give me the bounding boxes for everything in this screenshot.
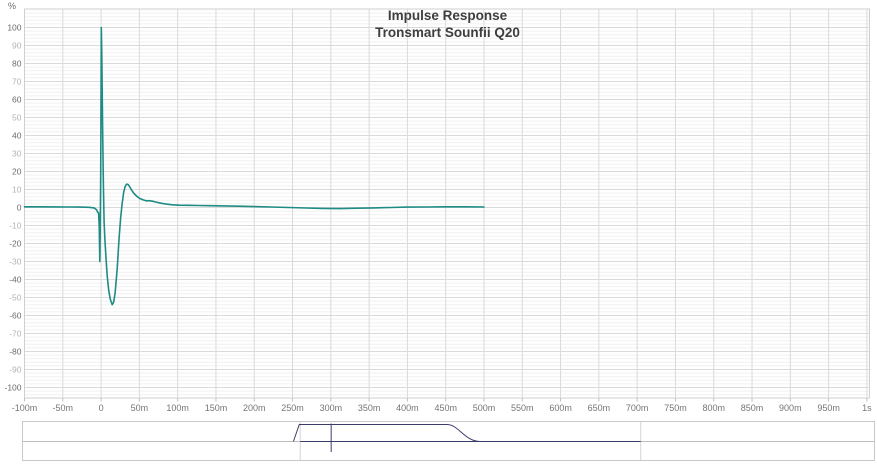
y-tick-label: -20 bbox=[9, 238, 22, 248]
y-tick-label: -70 bbox=[9, 328, 22, 338]
y-tick-label: 90 bbox=[12, 40, 22, 50]
x-tick-label: -50m bbox=[53, 403, 74, 413]
overview-envelope bbox=[292, 424, 482, 442]
x-tick-label: 900m bbox=[779, 403, 802, 413]
x-tick-label: 500m bbox=[473, 403, 496, 413]
y-tick-label: -40 bbox=[9, 274, 22, 284]
y-tick-label: 60 bbox=[12, 94, 22, 104]
y-tick-label: 100 bbox=[7, 22, 21, 32]
x-tick-label: 100m bbox=[166, 403, 189, 413]
y-tick-label: -100 bbox=[4, 382, 21, 392]
y-tick-label: -60 bbox=[9, 310, 22, 320]
gridlines-layer bbox=[24, 9, 870, 398]
y-tick-labels: 1009080706050403020100-10-20-30-40-50-60… bbox=[4, 22, 21, 392]
y-axis-unit-label: % bbox=[8, 1, 17, 11]
x-tick-label: 950m bbox=[817, 403, 840, 413]
x-tick-label: 150m bbox=[205, 403, 228, 413]
axes-layer bbox=[24, 8, 870, 402]
x-tick-label: 0 bbox=[99, 403, 104, 413]
x-tick-label: 400m bbox=[396, 403, 419, 413]
y-tick-label: 10 bbox=[12, 184, 22, 194]
y-tick-label: -80 bbox=[9, 346, 22, 356]
x-tick-label: 700m bbox=[626, 403, 649, 413]
impulse-curve-layer bbox=[23, 26, 485, 306]
y-tick-label: 80 bbox=[12, 58, 22, 68]
x-tick-label: 550m bbox=[511, 403, 534, 413]
plot-border bbox=[24, 8, 870, 399]
x-tick-label: 250m bbox=[281, 403, 304, 413]
y-tick-label: -90 bbox=[9, 364, 22, 374]
y-tick-label: 30 bbox=[12, 148, 22, 158]
x-tick-label: 450m bbox=[434, 403, 457, 413]
x-tick-label: 1s bbox=[862, 403, 872, 413]
y-tick-label: 20 bbox=[12, 166, 22, 176]
y-tick-label: 0 bbox=[17, 202, 22, 212]
x-tick-label: 200m bbox=[243, 403, 266, 413]
y-tick-label: -30 bbox=[9, 256, 22, 266]
x-tick-label: 750m bbox=[664, 403, 687, 413]
y-tick-label: 50 bbox=[12, 112, 22, 122]
x-tick-label: 650m bbox=[588, 403, 611, 413]
y-tick-label: -10 bbox=[9, 220, 22, 230]
overview-strip[interactable] bbox=[22, 421, 875, 461]
y-tick-label: 40 bbox=[12, 130, 22, 140]
x-tick-label: 800m bbox=[702, 403, 725, 413]
x-tick-labels: -100m -50m 0 50m 100m 150m 200m 250m 300m 350m 400… bbox=[12, 403, 872, 413]
y-tick-label: 70 bbox=[12, 76, 22, 86]
x-tick-label: 350m bbox=[358, 403, 381, 413]
impulse-curve bbox=[23, 26, 485, 306]
x-tick-label: 850m bbox=[741, 403, 764, 413]
x-tick-label: -100m bbox=[12, 403, 38, 413]
x-tick-label: 600m bbox=[549, 403, 572, 413]
x-tick-label: 300m bbox=[320, 403, 343, 413]
y-tick-label: -50 bbox=[9, 292, 22, 302]
x-tick-label: 50m bbox=[131, 403, 149, 413]
